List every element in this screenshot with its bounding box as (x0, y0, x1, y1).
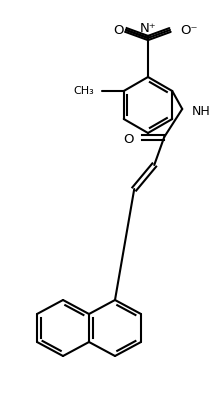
Text: N⁺: N⁺ (140, 22, 156, 35)
Text: CH₃: CH₃ (73, 86, 94, 96)
Text: O: O (113, 24, 123, 37)
Text: O⁻: O⁻ (180, 24, 198, 37)
Text: O: O (124, 132, 134, 145)
Text: NH: NH (192, 104, 211, 117)
